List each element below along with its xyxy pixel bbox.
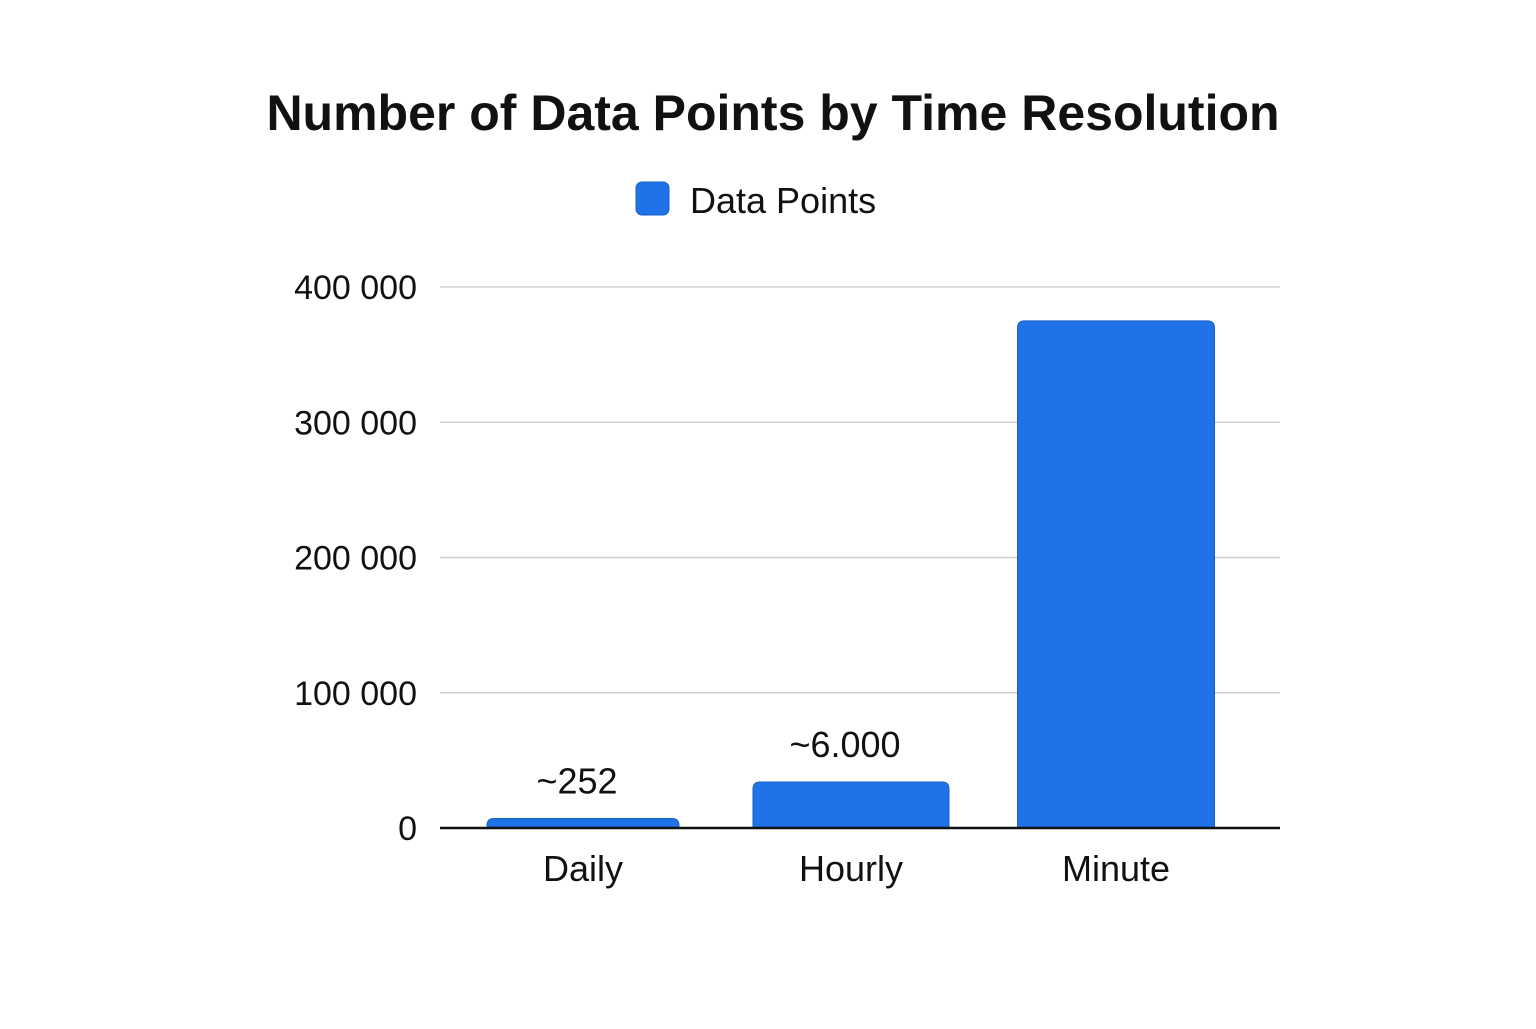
y-axis-ticks: 0 100 000 200 000 300 000 400 000 (294, 269, 417, 848)
x-axis-ticks: Daily Hourly Minute (543, 848, 1170, 889)
legend-swatch (635, 181, 670, 216)
bar-hourly (752, 781, 950, 829)
x-tick-label: Daily (543, 848, 623, 889)
data-label-hourly: ~6.000 (789, 724, 900, 765)
bar-daily (486, 818, 680, 829)
data-label-daily: ~252 (536, 761, 617, 802)
legend: Data Points (635, 180, 876, 221)
legend-label: Data Points (690, 180, 876, 221)
bars (486, 320, 1215, 829)
x-tick-label: Hourly (799, 848, 903, 889)
y-tick-label: 200 000 (294, 540, 417, 578)
x-tick-label: Minute (1062, 848, 1170, 889)
data-labels: ~252 ~6.000 (536, 724, 900, 802)
y-tick-label: 100 000 (294, 675, 417, 713)
y-tick-label: 0 (398, 810, 417, 848)
bar-minute (1017, 320, 1215, 829)
y-tick-label: 300 000 (294, 404, 417, 442)
chart-title: Number of Data Points by Time Resolution (266, 85, 1279, 141)
y-tick-label: 400 000 (294, 269, 417, 307)
